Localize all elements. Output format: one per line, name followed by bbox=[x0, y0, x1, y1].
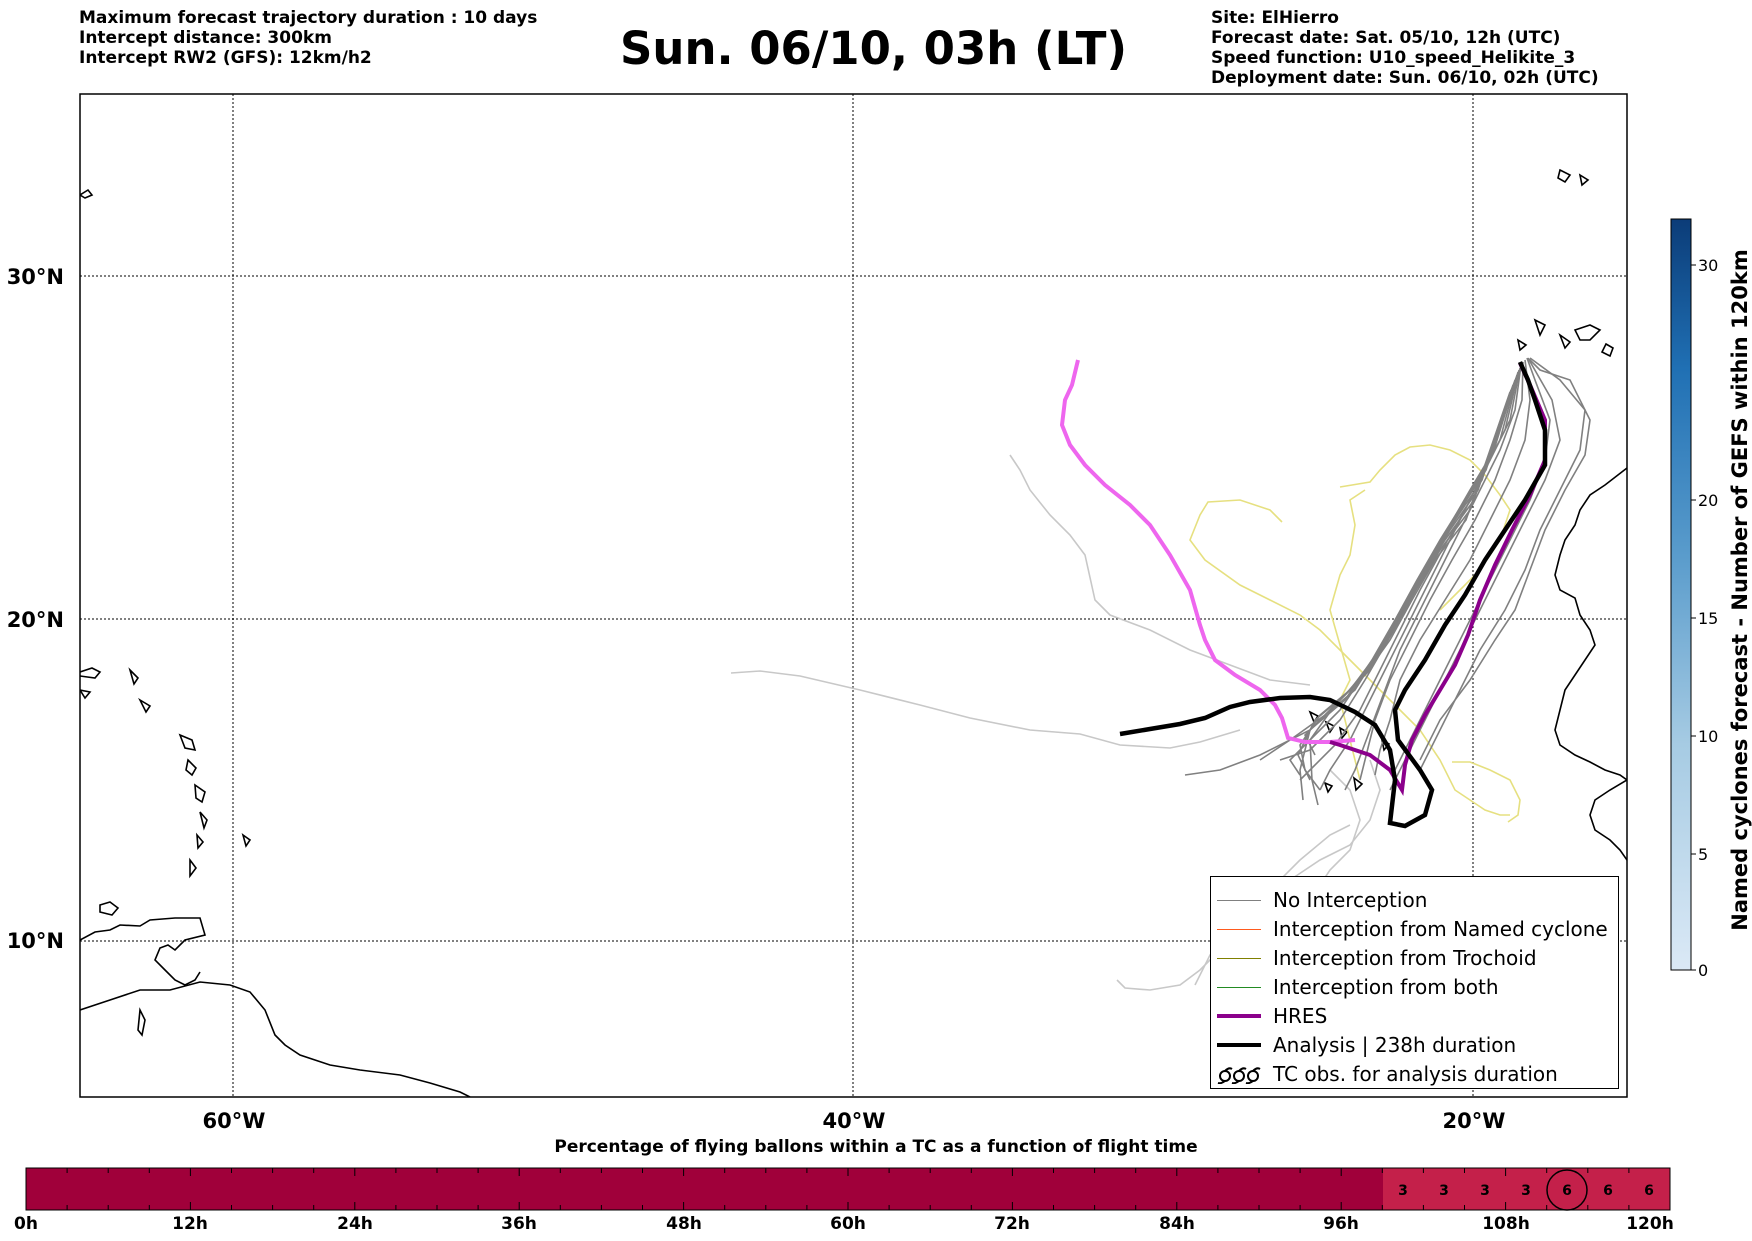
hour-tick-label: 72h bbox=[994, 1214, 1030, 1234]
cyclone-symbol-icon bbox=[1217, 1067, 1261, 1084]
hour-tick-label: 120h bbox=[1626, 1214, 1674, 1234]
colorbar-tick: 15 bbox=[1698, 609, 1718, 628]
legend-item: Analysis | 238h duration bbox=[1211, 1031, 1618, 1059]
info-line: Intercept distance: 300km bbox=[79, 28, 332, 48]
hour-tick-label: 12h bbox=[172, 1214, 208, 1234]
current-time-marker bbox=[1546, 1169, 1588, 1211]
hour-tick-label: 24h bbox=[337, 1214, 373, 1234]
map-title: Sun. 06/10, 03h (LT) bbox=[620, 22, 1128, 75]
lon-label: 20°W bbox=[1443, 1109, 1506, 1133]
bar-cell-value: 6 bbox=[1603, 1183, 1613, 1199]
legend-item: Interception from Named cyclone bbox=[1211, 915, 1618, 943]
info-line: Intercept RW2 (GFS): 12km/h2 bbox=[79, 48, 372, 68]
legend-label: Interception from Named cyclone bbox=[1273, 917, 1608, 941]
hour-tick-label: 36h bbox=[501, 1214, 537, 1234]
info-line: Forecast date: Sat. 05/10, 12h (UTC) bbox=[1211, 28, 1561, 48]
colorbar-tick: 20 bbox=[1698, 491, 1718, 510]
legend-swatch bbox=[1217, 987, 1261, 988]
coastlines bbox=[80, 168, 1627, 1097]
map-frame bbox=[79, 93, 1628, 1098]
bar-title: Percentage of flying ballons within a TC… bbox=[554, 1137, 1198, 1157]
legend-item: TC obs. for analysis duration bbox=[1211, 1060, 1618, 1088]
legend-label: Analysis | 238h duration bbox=[1273, 1033, 1517, 1057]
legend-label: Interception from Trochoid bbox=[1273, 946, 1537, 970]
legend-item: Interception from Trochoid bbox=[1211, 944, 1618, 972]
legend-item: HRES bbox=[1211, 1002, 1618, 1030]
lat-label: 30°N bbox=[7, 265, 64, 289]
legend-label: HRES bbox=[1273, 1004, 1328, 1028]
bar-cell-value: 6 bbox=[1644, 1183, 1654, 1199]
colorbar: 0 5 10 15 20 30 bbox=[1670, 218, 1718, 980]
hour-tick-label: 84h bbox=[1159, 1214, 1195, 1234]
legend-swatch bbox=[1217, 929, 1261, 930]
pink-trajectory bbox=[1059, 359, 1356, 744]
lat-label: 10°N bbox=[7, 929, 64, 953]
run-info-left: Maximum forecast trajectory duration : 1… bbox=[79, 8, 537, 68]
colorbar-tick: 5 bbox=[1698, 845, 1708, 864]
info-line: Speed function: U10_speed_Helikite_3 bbox=[1211, 48, 1576, 68]
run-info-right: Site: ElHierro Forecast date: Sat. 05/10… bbox=[1211, 8, 1599, 88]
legend-label: No Interception bbox=[1273, 888, 1428, 912]
hour-tick-label: 0h bbox=[14, 1214, 38, 1234]
legend-swatch bbox=[1217, 1014, 1261, 1018]
legend-swatch bbox=[1217, 1043, 1261, 1047]
legend-item: Interception from both bbox=[1211, 973, 1618, 1001]
hour-tick-label: 96h bbox=[1323, 1214, 1359, 1234]
legend-label: Interception from both bbox=[1273, 975, 1499, 999]
hour-tick-label: 60h bbox=[830, 1214, 866, 1234]
legend-swatch bbox=[1217, 900, 1261, 901]
info-line: Deployment date: Sun. 06/10, 02h (UTC) bbox=[1211, 68, 1599, 88]
lon-label: 60°W bbox=[203, 1109, 266, 1133]
bar-cell-value: 3 bbox=[1521, 1183, 1531, 1199]
analysis-trajectory bbox=[1119, 361, 1548, 829]
legend-swatch bbox=[1217, 958, 1261, 959]
colorbar-tick: 10 bbox=[1698, 727, 1718, 746]
colorbar-tick: 30 bbox=[1698, 256, 1718, 275]
bar-cell-value: 3 bbox=[1398, 1183, 1408, 1199]
info-line: Site: ElHierro bbox=[1211, 8, 1339, 28]
hour-tick-label: 48h bbox=[666, 1214, 702, 1234]
bar-cell-value: 3 bbox=[1439, 1183, 1449, 1199]
lon-label: 40°W bbox=[823, 1109, 886, 1133]
lat-label: 20°N bbox=[7, 608, 64, 632]
ensemble-trajectories bbox=[1184, 357, 1591, 806]
bar-cell-value: 6 bbox=[1562, 1183, 1572, 1199]
legend-label: TC obs. for analysis duration bbox=[1273, 1062, 1558, 1086]
map-legend: No Interception Interception from Named … bbox=[1210, 876, 1619, 1089]
info-line: Maximum forecast trajectory duration : 1… bbox=[79, 8, 538, 28]
colorbar-label: Named cyclones forecast - Number of GEFS… bbox=[1728, 249, 1752, 931]
colorbar-tick: 0 bbox=[1698, 961, 1708, 980]
bar-cell-value: 3 bbox=[1480, 1183, 1490, 1199]
hour-tick-label: 108h bbox=[1482, 1214, 1530, 1234]
legend-item: No Interception bbox=[1211, 886, 1618, 914]
flight-time-bar: 3 3 3 3 6 6 6 bbox=[25, 1167, 1671, 1211]
